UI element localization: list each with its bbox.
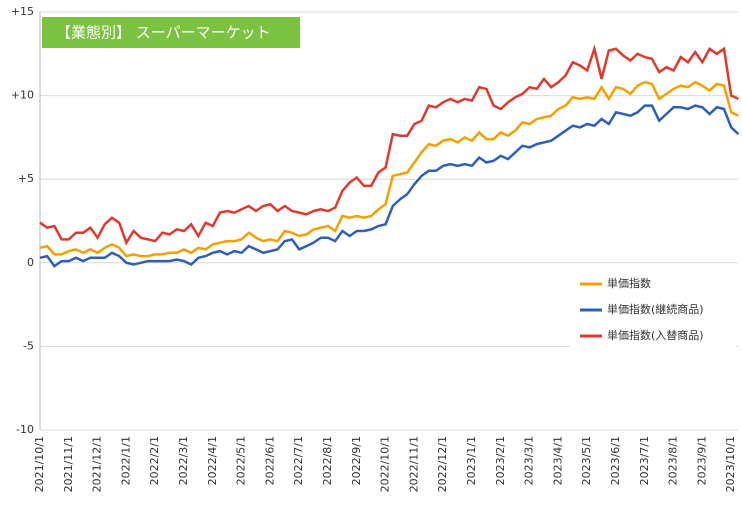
y-tick-label: +10 [11, 89, 34, 102]
x-tick-label: 2023/8/1 [667, 436, 680, 485]
chart-title: 【業態別】 スーパーマーケット [56, 24, 271, 42]
x-tick-label: 2022/3/1 [177, 436, 190, 485]
y-tick-label: +5 [18, 172, 34, 185]
x-tick-label: 2022/10/1 [379, 436, 392, 492]
series-line [39, 104, 740, 268]
x-tick-label: 2023/4/1 [551, 436, 564, 485]
legend-label: 単価指数 [607, 276, 651, 290]
title-box [42, 17, 300, 48]
legend-label: 単価指数(継続商品) [607, 302, 704, 316]
x-tick-label: 2023/1/1 [465, 436, 478, 485]
x-tick-label: 2021/12/1 [91, 436, 104, 492]
x-tick-label: 2022/7/1 [292, 436, 305, 485]
x-tick-label: 2021/10/1 [33, 436, 46, 492]
x-tick-label: 2023/5/1 [580, 436, 593, 485]
series-line [39, 80, 739, 258]
x-tick-label: 2022/9/1 [350, 436, 363, 485]
x-tick-label: 2022/4/1 [206, 436, 219, 485]
y-tick-label: -5 [23, 339, 34, 352]
series-line [39, 44, 739, 246]
x-tick-label: 2023/3/1 [523, 436, 536, 485]
x-tick-label: 2022/1/1 [119, 436, 132, 485]
x-tick-label: 2022/11/1 [407, 436, 420, 492]
x-tick-label: 2021/11/1 [62, 436, 75, 492]
x-tick-label: 2022/2/1 [148, 436, 161, 485]
x-tick-label: 2023/7/1 [638, 436, 651, 485]
x-tick-label: 2023/10/1 [724, 436, 737, 492]
x-tick-label: 2023/6/1 [609, 436, 622, 485]
y-tick-label: -10 [16, 423, 34, 436]
y-tick-label: +15 [11, 5, 34, 18]
legend-label: 単価指数(入替商品) [607, 328, 704, 342]
x-tick-label: 2023/9/1 [695, 436, 708, 485]
x-tick-label: 2023/2/1 [494, 436, 507, 485]
x-tick-label: 2022/12/1 [436, 436, 449, 492]
x-tick-label: 2022/6/1 [263, 436, 276, 485]
x-tick-label: 2022/8/1 [321, 436, 334, 485]
x-tick-label: 2022/5/1 [235, 436, 248, 485]
y-tick-label: 0 [27, 256, 34, 269]
